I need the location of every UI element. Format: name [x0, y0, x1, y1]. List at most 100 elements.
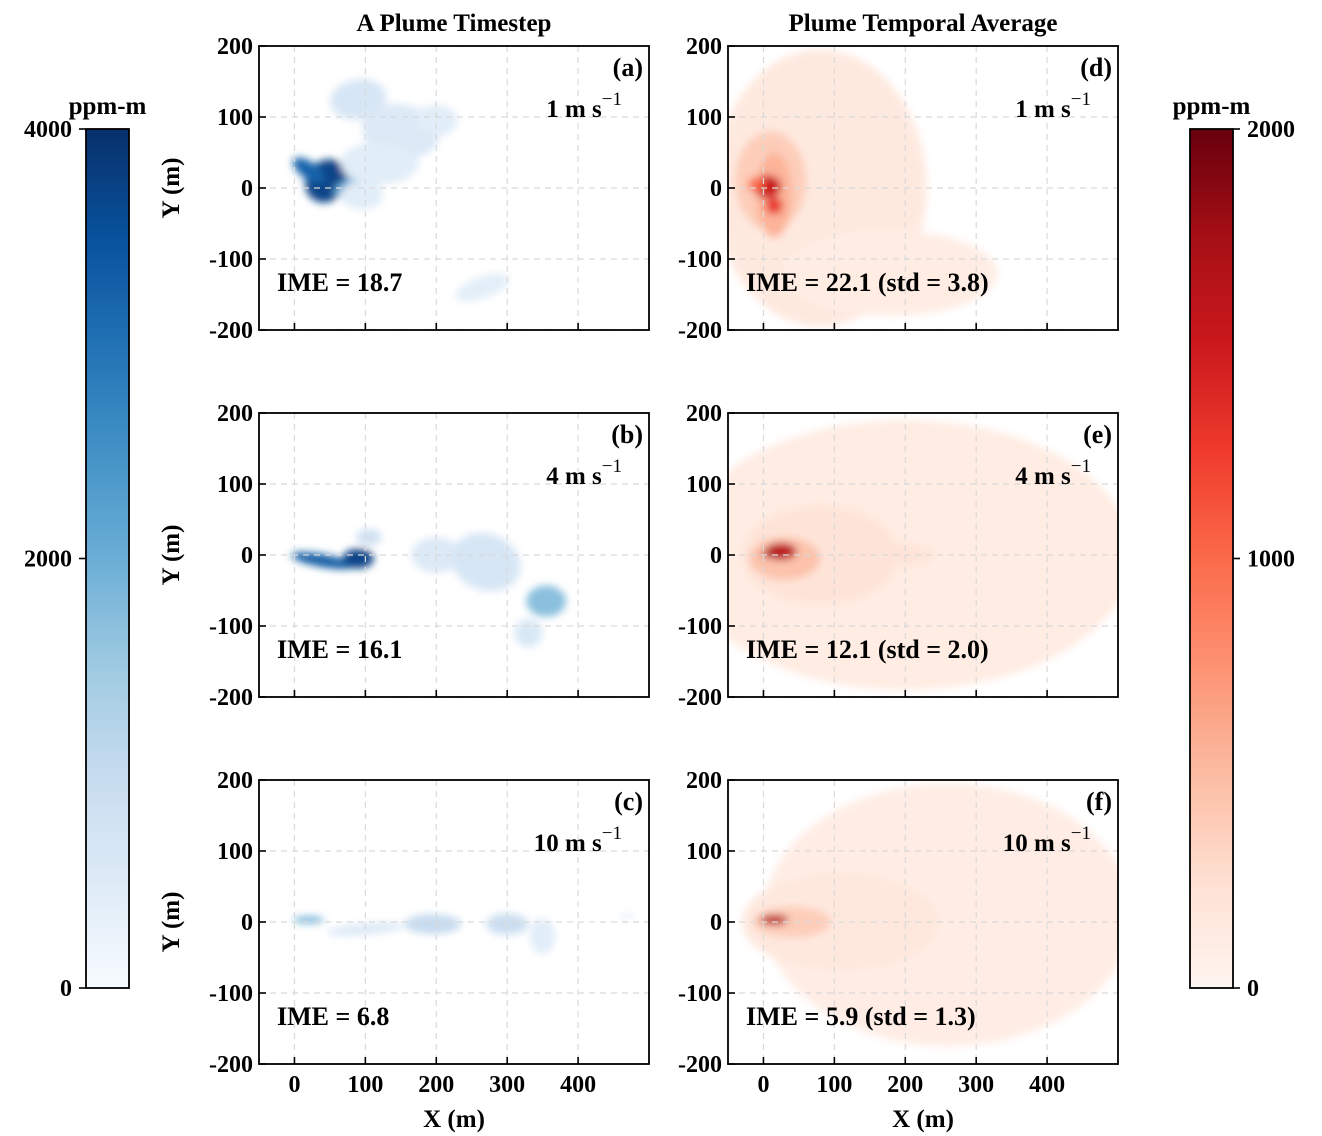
y-tick-label: 200	[686, 401, 722, 427]
plume-blob	[762, 549, 780, 558]
plume-blob	[330, 79, 387, 120]
right-column-title: Plume Temporal Average	[789, 10, 1058, 37]
x-tick-label: 0	[757, 1072, 769, 1098]
y-tick-label: 0	[241, 910, 253, 936]
colorbar-gradient	[1189, 128, 1234, 989]
y-tick-label: 0	[710, 910, 722, 936]
ime-label: IME = 16.1	[277, 635, 402, 664]
wind-speed-label: 1 m s−1	[1015, 89, 1091, 123]
colorbar-red: ppm-m 0 1000 2000	[1173, 93, 1295, 1002]
wind-speed-label: 4 m s−1	[546, 456, 622, 490]
y-tick-label: -200	[678, 318, 722, 344]
colorbar-gradient	[85, 128, 130, 989]
y-axis-label: Y (m)	[158, 525, 185, 586]
plume-blob	[763, 783, 1118, 1047]
panel-label: (f)	[1086, 787, 1112, 816]
wind-speed-label: 10 m s−1	[534, 823, 622, 857]
colorbar-tick-label: 2000	[24, 547, 72, 573]
plume-blob	[529, 918, 556, 954]
panel-a: 200 100 0 -100 -200 Y (m) (a) 1 m s−1 IME = 18.7	[158, 34, 650, 344]
plume-blob	[752, 906, 831, 938]
plume-blob	[404, 914, 462, 935]
y-tick-label: -200	[209, 685, 253, 711]
plume-blob	[451, 532, 521, 592]
panel-c: 200 100 0 -100 -200 0 100 200 300 400 Y (m) X (m) (c…	[158, 768, 650, 1133]
colorbar-unit: ppm-m	[1173, 93, 1251, 120]
x-axis-label: X (m)	[423, 1106, 485, 1133]
grid-f	[728, 779, 1118, 1065]
y-tick-label: 0	[710, 543, 722, 569]
panel-label: (b)	[611, 420, 643, 449]
colorbar-unit: ppm-m	[69, 93, 147, 120]
y-tick-label: 0	[710, 176, 722, 202]
colorbar-blue: ppm-m 0 2000 4000	[24, 93, 147, 1002]
panel-label: (e)	[1083, 420, 1112, 449]
y-tick-label: 200	[686, 34, 722, 60]
x-tick-label: 0	[288, 1072, 300, 1098]
wind-speed-label: 10 m s−1	[1003, 823, 1091, 857]
y-tick-label: 200	[686, 768, 722, 794]
x-tick-label: 300	[489, 1072, 525, 1098]
plume-blob	[620, 913, 635, 920]
ime-label: IME = 22.1 (std = 3.8)	[746, 268, 989, 297]
y-tick-label: -100	[678, 614, 722, 640]
y-axis-label: Y (m)	[158, 892, 185, 953]
y-tick-label: -100	[678, 981, 722, 1007]
y-tick-label: 100	[686, 839, 722, 865]
plume-blob	[765, 197, 783, 215]
ime-label: IME = 6.8	[277, 1002, 389, 1031]
y-tick-label: -100	[678, 247, 722, 273]
colorbar-tick-label: 1000	[1247, 547, 1295, 573]
plume-blob	[455, 273, 510, 302]
x-tick-label: 300	[958, 1072, 994, 1098]
y-tick-label: 100	[217, 105, 253, 131]
colorbar-tick-label: 4000	[24, 117, 72, 143]
plume-blob	[415, 104, 458, 137]
colorbar-tick-label: 0	[1247, 976, 1259, 1002]
x-tick-label: 200	[418, 1072, 454, 1098]
plume-blob	[340, 180, 384, 210]
y-tick-label: -200	[678, 685, 722, 711]
heatmap-c	[293, 913, 635, 954]
y-tick-label: -100	[209, 614, 253, 640]
panel-d: 200 100 0 -100 -200 (d) 1 m s−1 IME = 22.1 (std…	[678, 34, 1119, 344]
panel-label: (d)	[1080, 53, 1112, 82]
plume-blob	[526, 585, 567, 617]
ime-label: IME = 12.1 (std = 2.0)	[746, 635, 989, 664]
plume-blob	[356, 528, 382, 546]
y-tick-label: -200	[209, 318, 253, 344]
y-tick-label: 100	[217, 839, 253, 865]
panel-b: 200 100 0 -100 -200 Y (m) (b) 4 m s−1 IME = 16.1	[158, 401, 650, 711]
colorbar-tick-label: 0	[60, 976, 72, 1002]
y-tick-label: 0	[241, 543, 253, 569]
y-tick-label: -200	[678, 1052, 722, 1078]
left-column-title: A Plume Timestep	[357, 10, 552, 37]
wind-speed-label: 4 m s−1	[1015, 456, 1091, 490]
ime-label: IME = 5.9 (std = 1.3)	[746, 1002, 976, 1031]
y-tick-label: 200	[217, 401, 253, 427]
plume-blob	[784, 230, 998, 316]
panel-label: (a)	[613, 53, 643, 82]
panel-f: 200 100 0 -100 -200 0 100 200 300 400 X (m) (f) 10 m…	[678, 768, 1119, 1133]
plume-blob	[514, 618, 543, 648]
y-tick-label: 0	[241, 176, 253, 202]
y-tick-label: -200	[209, 1052, 253, 1078]
y-tick-label: -100	[209, 247, 253, 273]
y-tick-label: 100	[686, 472, 722, 498]
plume-blob	[326, 922, 405, 936]
y-tick-label: 100	[217, 472, 253, 498]
y-tick-label: 100	[686, 105, 722, 131]
y-tick-label: -100	[209, 981, 253, 1007]
ime-label: IME = 18.7	[277, 268, 402, 297]
plume-blob	[292, 157, 325, 183]
x-tick-label: 400	[560, 1072, 596, 1098]
plume-blob	[759, 914, 789, 925]
panel-label: (c)	[614, 787, 643, 816]
plume-blob	[747, 177, 765, 192]
wind-speed-label: 1 m s−1	[546, 89, 622, 123]
plume-blob	[340, 141, 419, 185]
plume-blob	[291, 552, 355, 570]
y-tick-label: 200	[217, 768, 253, 794]
y-axis-label: Y (m)	[158, 158, 185, 219]
